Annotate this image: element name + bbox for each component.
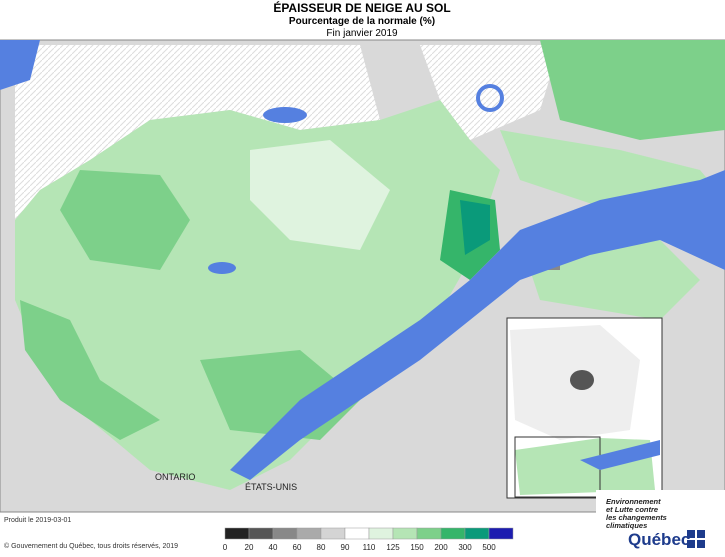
legend-swatch <box>488 527 514 540</box>
region-label: ONTARIO <box>155 472 195 482</box>
legend-swatch <box>272 527 298 540</box>
title: ÉPAISSEUR DE NEIGE AU SOL <box>273 0 450 15</box>
legend-swatch <box>416 527 442 540</box>
legend-swatch <box>320 527 346 540</box>
legend-label: 0 <box>223 543 228 552</box>
ministry-line: Environnement <box>606 497 661 506</box>
legend-swatch <box>296 527 322 540</box>
ministry-line: les changements <box>606 513 667 522</box>
legend-label: 300 <box>458 543 472 552</box>
flag <box>687 530 705 548</box>
subtitle: Pourcentage de la normale (%) <box>289 16 435 27</box>
legend-swatch <box>224 527 250 540</box>
map <box>0 39 725 513</box>
legend-swatch <box>440 527 466 540</box>
ministry-line: climatiques <box>606 521 647 530</box>
legend-label: 150 <box>410 543 424 552</box>
region-label: ÉTATS-UNIS <box>245 482 297 492</box>
legend-label: 60 <box>293 543 302 552</box>
legend-label: 80 <box>317 543 326 552</box>
legend-swatch <box>464 527 490 540</box>
legend-label: 110 <box>363 543 376 552</box>
legend-label: 40 <box>269 543 278 552</box>
legend-label: 20 <box>245 543 254 552</box>
legend-label: 500 <box>482 543 496 552</box>
ministry-line: et Lutte contre <box>606 505 658 514</box>
brand: Québec <box>628 530 690 549</box>
legend-swatch <box>344 527 370 540</box>
legend-swatch <box>248 527 274 540</box>
legend-label: 90 <box>341 543 350 552</box>
legend-label: 200 <box>434 543 448 552</box>
legend-label: 125 <box>386 543 400 552</box>
legend-swatch <box>368 527 394 540</box>
produced: Produit le 2019-03-01 <box>4 517 71 524</box>
period: Fin janvier 2019 <box>326 28 398 39</box>
legend-swatch <box>392 527 418 540</box>
copyright: © Gouvernement du Québec, tous droits ré… <box>4 542 178 550</box>
legend: 0 20 40 60 80 90 110 125 150 200 300 500 <box>223 527 514 552</box>
